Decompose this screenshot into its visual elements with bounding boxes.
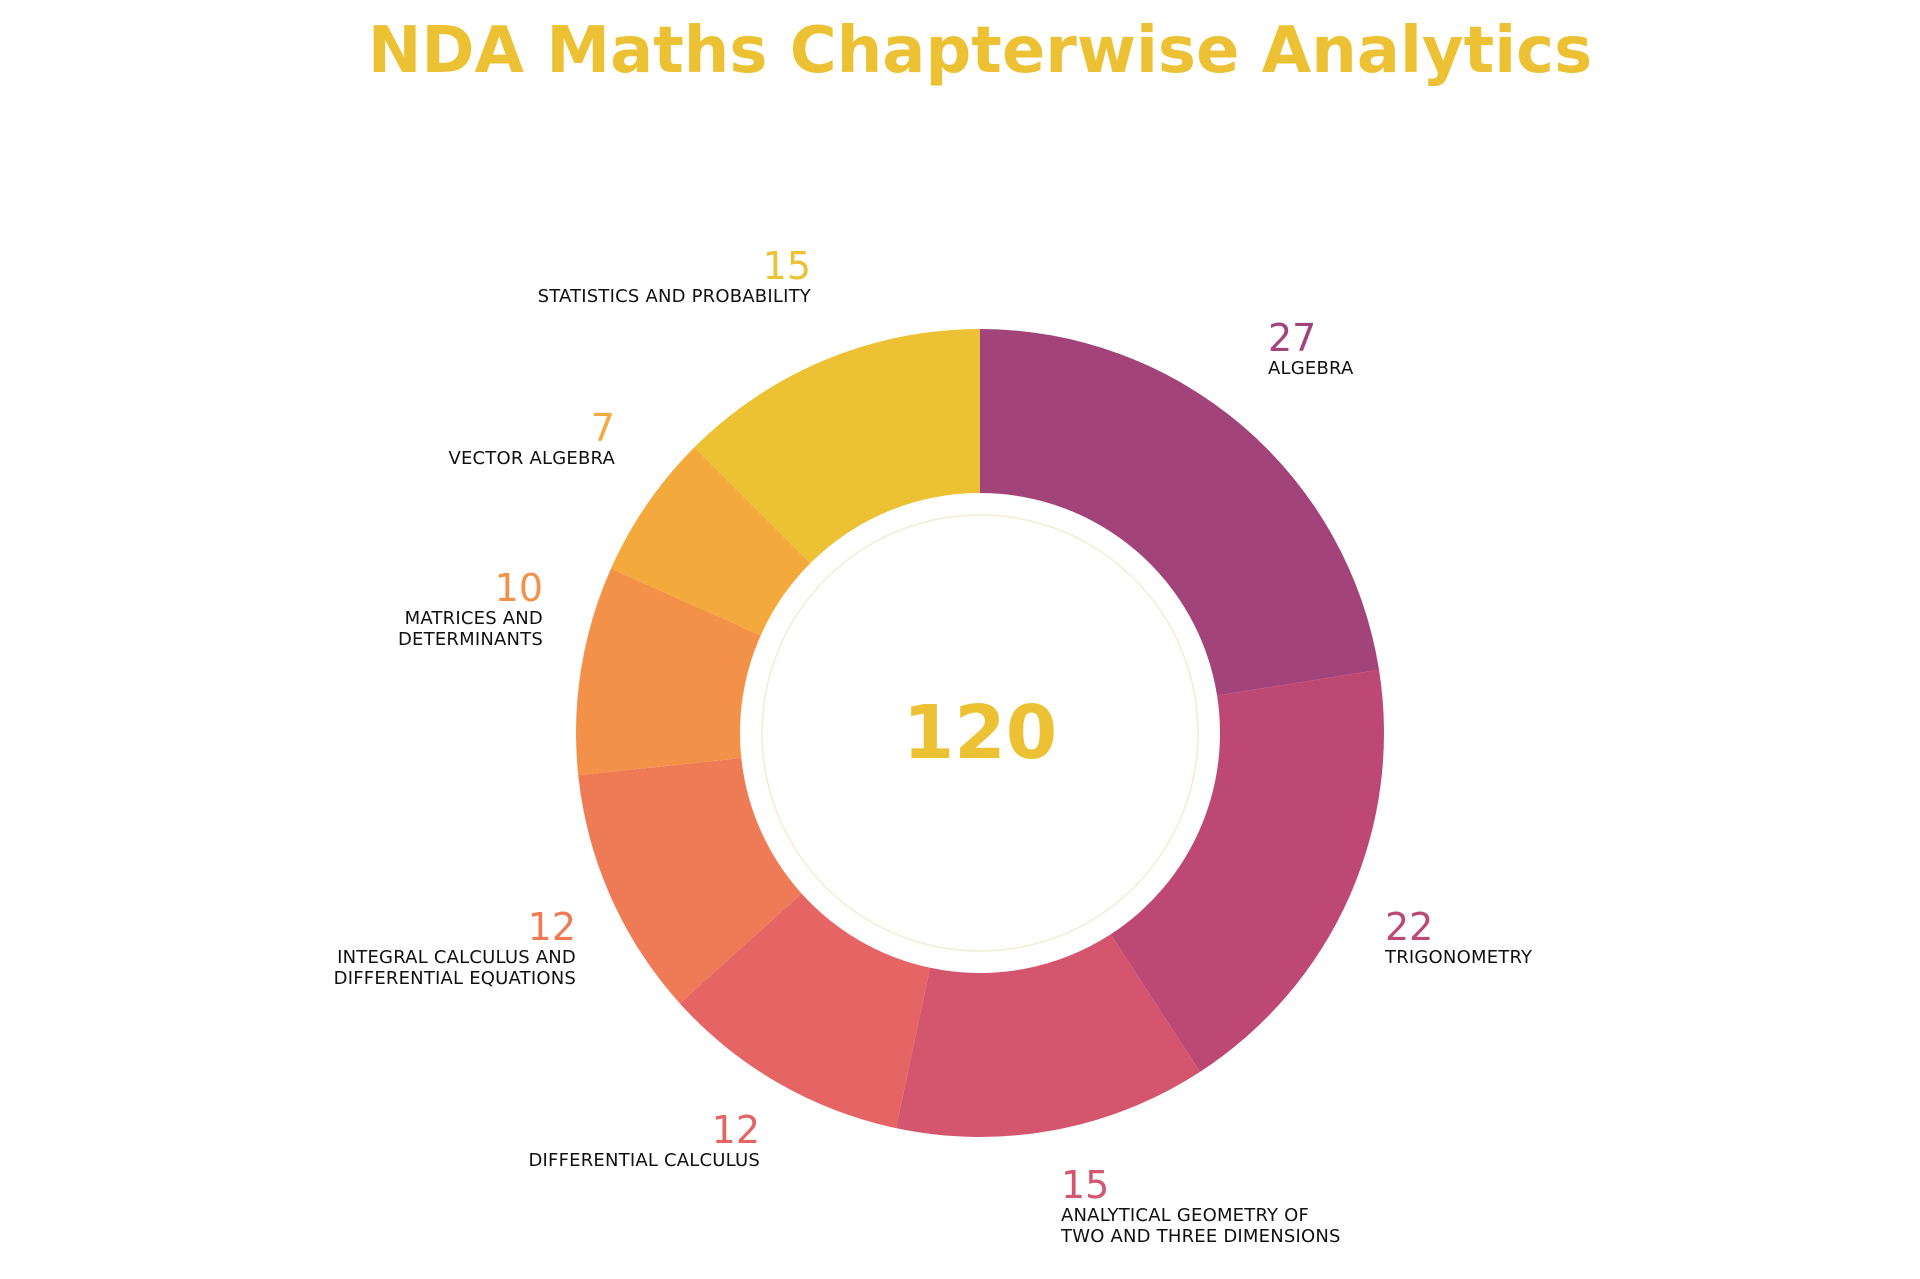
slice-name: ALGEBRA bbox=[1268, 358, 1354, 379]
donut-slice-vector-algebra bbox=[610, 447, 811, 636]
slice-value: 12 bbox=[711, 1108, 760, 1152]
slice-value: 10 bbox=[494, 566, 543, 610]
donut-slice-statistics-and-probability bbox=[694, 329, 980, 564]
label-matrices-determinants: 10 MATRICES AND DETERMINANTS bbox=[398, 568, 543, 650]
label-trigonometry: 22 TRIGONOMETRY bbox=[1385, 907, 1532, 968]
slice-name: TRIGONOMETRY bbox=[1385, 947, 1533, 968]
chart-title: NDA Maths Chapterwise Analytics bbox=[367, 14, 1593, 88]
slice-name: DIFFERENTIAL CALCULUS bbox=[528, 1150, 760, 1171]
inner-guide-ring bbox=[761, 514, 1199, 952]
donut-slice-matrices-and-determinants bbox=[576, 568, 761, 776]
center-total: 120 bbox=[902, 690, 1058, 776]
slice-name: MATRICES AND DETERMINANTS bbox=[397, 608, 543, 650]
donut-slice-differential-calculus bbox=[679, 893, 931, 1129]
slice-value: 27 bbox=[1268, 316, 1317, 360]
slice-value: 7 bbox=[590, 406, 615, 450]
donut-slice-algebra bbox=[980, 329, 1380, 696]
label-integral-calculus: 12 INTEGRAL CALCULUS AND DIFFERENTIAL EQ… bbox=[334, 907, 576, 989]
slice-name: INTEGRAL CALCULUS AND DIFFERENTIAL EQUAT… bbox=[333, 947, 576, 989]
label-differential-calculus: 12 DIFFERENTIAL CALCULUS bbox=[528, 1110, 760, 1171]
label-vector-algebra: 7 VECTOR ALGEBRA bbox=[448, 408, 615, 469]
slice-value: 22 bbox=[1385, 905, 1434, 949]
donut-slices bbox=[576, 329, 1385, 1137]
donut-slice-integral-calculus-and-differential-equations bbox=[578, 758, 802, 1004]
slice-name: VECTOR ALGEBRA bbox=[448, 448, 615, 469]
label-algebra: 27 ALGEBRA bbox=[1268, 318, 1354, 379]
slice-name: ANALYTICAL GEOMETRY OF TWO AND THREE DIM… bbox=[1061, 1205, 1341, 1247]
donut-slice-analytical-geometry-of-two-and-three-dimensions bbox=[896, 934, 1201, 1137]
slice-value: 12 bbox=[527, 905, 576, 949]
label-analytical-geometry: 15 ANALYTICAL GEOMETRY OF TWO AND THREE … bbox=[1061, 1165, 1341, 1247]
donut-slice-trigonometry bbox=[1110, 669, 1385, 1072]
label-statistics-probability: 15 STATISTICS AND PROBABILITY bbox=[538, 246, 811, 307]
slice-name: STATISTICS AND PROBABILITY bbox=[537, 286, 811, 307]
slice-value: 15 bbox=[762, 244, 811, 288]
slice-value: 15 bbox=[1061, 1163, 1110, 1207]
